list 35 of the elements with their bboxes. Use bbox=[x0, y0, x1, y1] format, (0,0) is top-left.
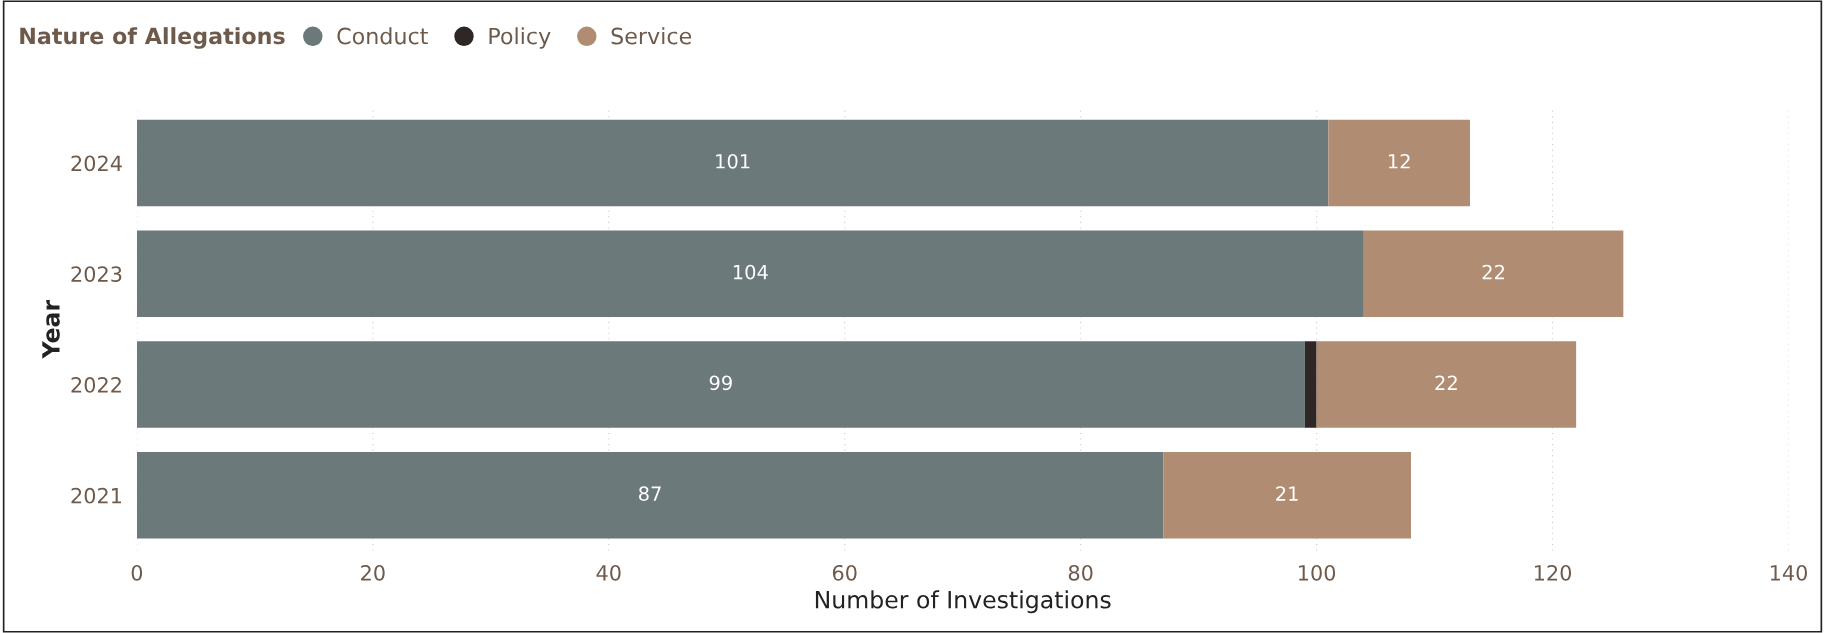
data-label: 99 bbox=[709, 375, 732, 391]
data-label: 22 bbox=[1482, 264, 1504, 280]
bar bbox=[1328, 119, 1470, 207]
data-label: 22 bbox=[1435, 375, 1457, 390]
x-tick-label: 60 bbox=[832, 564, 857, 581]
bar bbox=[136, 341, 1305, 428]
x-tick-label: 140 bbox=[1770, 564, 1807, 581]
x-tick-label: 120 bbox=[1534, 564, 1572, 581]
bar bbox=[136, 119, 1329, 207]
data-label: 12 bbox=[1388, 153, 1410, 169]
bar bbox=[1163, 452, 1411, 539]
bar bbox=[136, 452, 1164, 539]
x-tick-label: 100 bbox=[1299, 564, 1336, 581]
x-tick-label: 40 bbox=[596, 564, 621, 581]
legend-title: Nature of Allegations bbox=[20, 27, 285, 49]
bar bbox=[1304, 341, 1317, 428]
legend-label: Conduct bbox=[337, 27, 428, 45]
legend-label: Service bbox=[611, 27, 692, 45]
bar bbox=[1316, 341, 1577, 428]
x-tick-label: 0 bbox=[131, 564, 143, 581]
data-label: 104 bbox=[733, 264, 768, 280]
y-tick-label: 2021 bbox=[71, 487, 122, 504]
y-tick-label: 2024 bbox=[71, 155, 122, 172]
x-tick-label: 80 bbox=[1068, 564, 1093, 581]
x-axis-title: Number of Investigations bbox=[815, 590, 1111, 614]
legend-label: Policy bbox=[489, 27, 551, 49]
y-tick-label: 2023 bbox=[71, 266, 122, 282]
y-axis-title: Year bbox=[42, 299, 60, 359]
bar bbox=[136, 230, 1364, 317]
bar bbox=[1363, 230, 1624, 317]
data-label: 101 bbox=[716, 153, 750, 169]
y-tick-label: 2022 bbox=[71, 377, 121, 393]
data-label: 21 bbox=[1276, 486, 1298, 501]
x-tick-label: 20 bbox=[361, 564, 385, 581]
data-label: 87 bbox=[639, 486, 661, 501]
